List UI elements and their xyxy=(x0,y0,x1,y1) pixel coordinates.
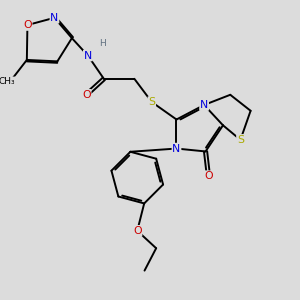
Text: O: O xyxy=(23,20,32,30)
Text: O: O xyxy=(133,226,142,236)
Text: N: N xyxy=(172,143,181,154)
Text: H: H xyxy=(99,39,106,48)
Text: N: N xyxy=(50,13,59,23)
Text: O: O xyxy=(204,171,213,181)
Text: N: N xyxy=(84,51,92,61)
Text: S: S xyxy=(148,97,155,107)
Text: O: O xyxy=(82,90,91,100)
Text: S: S xyxy=(237,135,244,145)
Text: N: N xyxy=(200,100,208,110)
Text: CH₃: CH₃ xyxy=(0,77,15,86)
